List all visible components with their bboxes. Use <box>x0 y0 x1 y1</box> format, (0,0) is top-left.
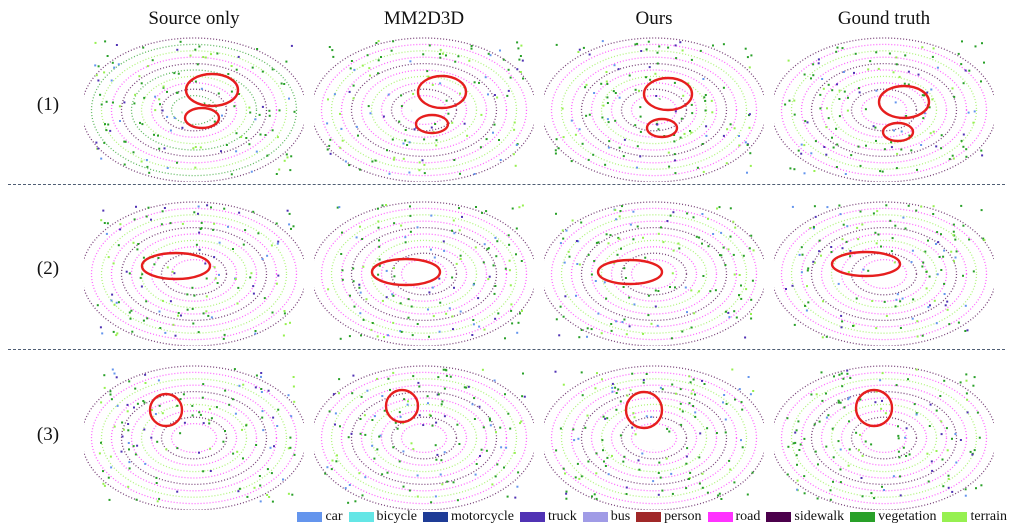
point-cloud-render <box>774 365 994 510</box>
highlight-ellipse <box>414 113 450 135</box>
highlight-ellipse <box>645 117 679 139</box>
point-cloud-render <box>544 365 764 510</box>
point-cloud-render <box>314 365 534 510</box>
legend-swatch <box>850 512 876 522</box>
column-title-source-only: Source only <box>148 8 240 29</box>
point-cloud-render <box>84 365 304 510</box>
lidar-panel-r1-c2 <box>314 32 534 182</box>
legend-swatch <box>942 512 968 522</box>
legend-label: terrain <box>970 509 1007 524</box>
highlight-ellipse <box>183 106 221 130</box>
highlight-ellipse <box>416 74 468 110</box>
legend-label: car <box>325 509 343 524</box>
legend-swatch <box>766 512 792 522</box>
column-title-mm2d3d: MM2D3D <box>383 8 465 29</box>
legend: car bicycle motorcycle truck bus person road si… <box>297 509 1007 525</box>
legend-label: motorcycle <box>450 509 514 524</box>
legend-item-car: car <box>297 509 343 525</box>
row-separator-2 <box>8 349 1005 350</box>
lidar-panel-r3-c2 <box>314 360 534 510</box>
legend-item-terrain: terrain <box>942 509 1007 525</box>
highlight-ellipse <box>384 388 420 424</box>
highlight-ellipse <box>148 392 184 428</box>
lidar-panel-r2-c3 <box>544 196 764 346</box>
lidar-panel-r1-c1 <box>84 32 304 182</box>
legend-item-truck: truck <box>519 509 577 525</box>
legend-item-bicycle: bicycle <box>348 509 417 525</box>
point-cloud-render <box>544 37 764 182</box>
highlight-ellipse <box>881 121 915 143</box>
legend-item-vegetation: vegetation <box>850 509 936 525</box>
lidar-panel-r2-c2 <box>314 196 534 346</box>
legend-swatch <box>297 512 323 522</box>
point-cloud-render <box>314 37 534 182</box>
legend-label: bicycle <box>376 509 417 524</box>
point-cloud-render <box>774 201 994 346</box>
column-title-ours: Ours <box>635 8 673 29</box>
row-label-2: (2) <box>36 258 60 279</box>
row-separator-1 <box>8 184 1005 185</box>
legend-swatch <box>422 512 448 522</box>
legend-item-bus: bus <box>582 509 631 525</box>
legend-swatch <box>582 512 608 522</box>
legend-label: road <box>735 509 761 524</box>
highlight-ellipse <box>370 257 442 287</box>
column-title-ground-truth: Gound truth <box>837 8 931 29</box>
lidar-panel-r2-c1 <box>84 196 304 346</box>
legend-label: truck <box>547 509 577 524</box>
legend-label: sidewalk <box>794 509 845 524</box>
highlight-ellipse <box>596 258 664 286</box>
row-label-3: (3) <box>36 424 60 445</box>
legend-item-person: person <box>636 509 702 525</box>
legend-swatch <box>707 512 733 522</box>
lidar-panel-r2-c4 <box>774 196 994 346</box>
point-cloud-render <box>774 37 994 182</box>
highlight-ellipse <box>140 251 212 281</box>
legend-label: person <box>664 509 702 524</box>
lidar-panel-r3-c4 <box>774 360 994 510</box>
point-cloud-render <box>544 201 764 346</box>
lidar-panel-r1-c3 <box>544 32 764 182</box>
highlight-ellipse <box>830 250 902 278</box>
legend-swatch <box>348 512 374 522</box>
legend-item-sidewalk: sidewalk <box>766 509 844 525</box>
legend-label: vegetation <box>878 509 937 524</box>
legend-item-motorcycle: motorcycle <box>422 509 514 525</box>
row-label-1: (1) <box>36 94 60 115</box>
highlight-ellipse <box>877 84 931 120</box>
point-cloud-render <box>314 201 534 346</box>
legend-swatch <box>636 512 662 522</box>
legend-label: bus <box>610 509 631 524</box>
point-cloud-render <box>84 201 304 346</box>
highlight-ellipse <box>624 390 664 430</box>
point-cloud-render <box>84 37 304 182</box>
lidar-panel-r1-c4 <box>774 32 994 182</box>
legend-item-road: road <box>707 509 761 525</box>
highlight-ellipse <box>642 76 694 112</box>
lidar-panel-r3-c1 <box>84 360 304 510</box>
highlight-ellipse <box>184 72 240 108</box>
highlight-ellipse <box>854 388 894 428</box>
lidar-panel-r3-c3 <box>544 360 764 510</box>
legend-swatch <box>519 512 545 522</box>
